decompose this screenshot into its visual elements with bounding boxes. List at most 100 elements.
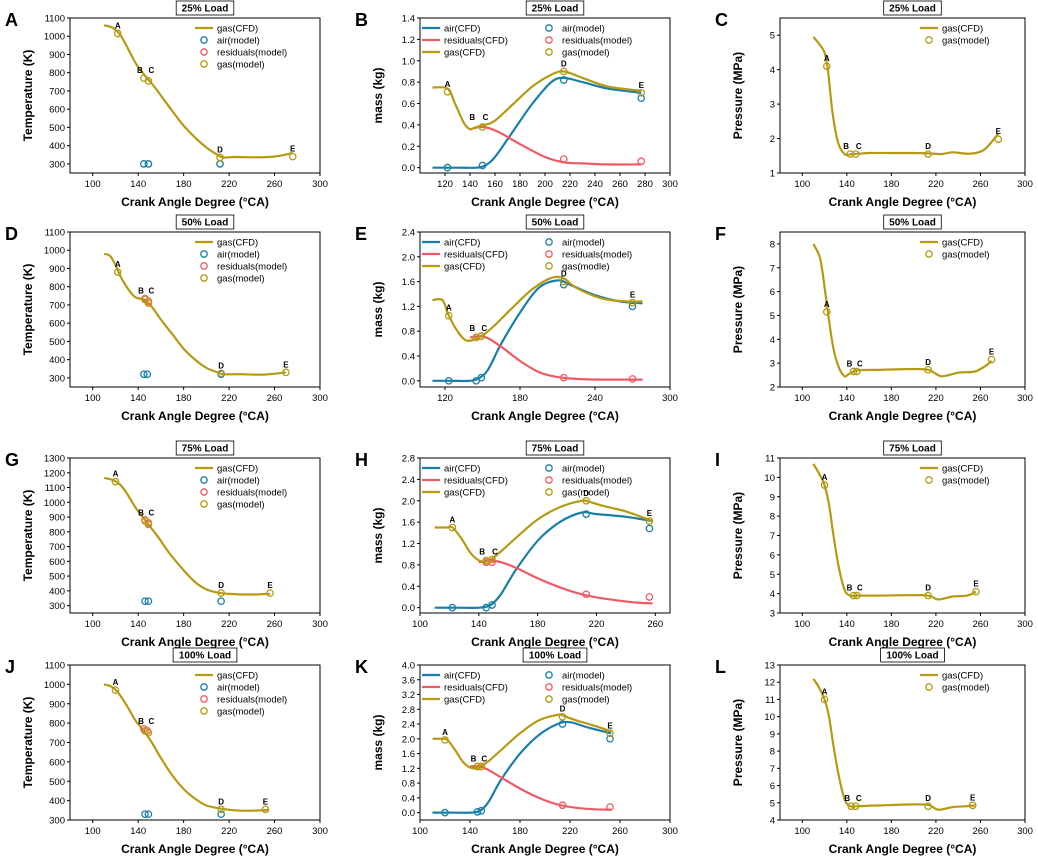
legend-marker-residuals — [200, 695, 208, 703]
marker-residuals — [628, 375, 637, 383]
marker-air — [144, 160, 153, 168]
y-tick-label: 8 — [770, 239, 775, 250]
point-label-e: E — [996, 127, 1002, 136]
panel-letter: F — [715, 224, 726, 244]
legend-marker-gas — [545, 695, 553, 703]
x-tick-label: 180 — [883, 826, 899, 837]
series-line-residuals — [469, 335, 643, 381]
marker-gas — [820, 695, 829, 704]
x-axis-label: Crank Angle Degree (°CA) — [471, 195, 619, 209]
x-tick-label: 180 — [512, 393, 528, 404]
marker-residuals — [645, 593, 654, 601]
panel-letter: A — [5, 10, 18, 30]
x-tick-label: 100 — [412, 826, 428, 837]
y-tick-label: 500 — [49, 337, 65, 348]
legend-label: gas(model) — [942, 250, 990, 261]
series-line-gas — [812, 243, 993, 378]
plot-frame — [419, 231, 671, 388]
y-tick-label: 1.4 — [402, 14, 415, 25]
point-label-b: B — [469, 113, 475, 122]
panel-i: I 75% Load 100 140 180 220 260 300 3 4 5 6 7 8 9 10 11 Cr… — [715, 440, 1033, 649]
title-box — [172, 647, 238, 663]
y-axis-label: Temperature (K) — [21, 264, 35, 356]
marker-gas — [606, 729, 614, 738]
y-tick-label: 600 — [49, 105, 65, 116]
chart-title: 50% Load — [889, 218, 936, 229]
marker-gas — [472, 333, 481, 342]
y-tick-label: 700 — [49, 542, 65, 553]
chart-title: 100% Load — [529, 651, 581, 662]
x-tick-label: 220 — [221, 393, 237, 404]
point-label-a: A — [113, 678, 119, 687]
y-tick-label: 5 — [770, 31, 775, 42]
panel-letter: G — [5, 450, 19, 470]
title-box — [175, 214, 235, 230]
x-tick-label: 260 — [973, 619, 989, 630]
x-tick-label: 300 — [1017, 179, 1033, 190]
point-label-c: C — [857, 584, 863, 593]
legend-label: residuals(model) — [217, 48, 287, 59]
x-tick-label: 100 — [85, 179, 101, 190]
point-label-d: D — [583, 489, 589, 498]
legend-label: air(model) — [562, 238, 605, 249]
chart-title: 25% Load — [532, 4, 579, 15]
x-tick-label: 180 — [512, 826, 528, 837]
legend-marker-air — [200, 250, 208, 258]
x-tick-label: 300 — [312, 619, 328, 630]
y-tick-label: 800 — [49, 282, 65, 293]
y-axis-label: Pressure (MPa) — [731, 699, 745, 786]
x-tick-label: 140 — [462, 179, 478, 190]
y-tick-label: 5 — [770, 570, 775, 581]
title-box — [175, 440, 235, 456]
marker-gas — [994, 135, 1003, 144]
x-axis-label: Crank Angle Degree (°CA) — [121, 842, 269, 856]
x-axis-label: Crank Angle Degree (°CA) — [829, 842, 977, 856]
point-label-c: C — [492, 548, 498, 557]
marker-air — [448, 603, 457, 612]
marker-gas — [968, 801, 977, 810]
x-tick-label: 140 — [130, 826, 146, 837]
series-line-air — [432, 279, 643, 383]
panel-f: F 50% Load 100 140 180 220 260 300 2 3 4 5 6 7 8 Crank … — [715, 214, 1033, 423]
y-tick-label: 4 — [770, 816, 775, 827]
y-tick-label: 400 — [49, 586, 65, 597]
marker-gas — [628, 298, 637, 307]
legend-marker-gas — [200, 707, 208, 715]
marker-gas — [288, 152, 297, 161]
y-tick-label: 600 — [49, 319, 65, 330]
panel-letter: J — [5, 657, 15, 677]
panel-k: K 100% Load 100 140 180 220 260 300 0.0 0.4 0.8 1.2… — [355, 647, 678, 856]
x-tick-label: 300 — [312, 826, 328, 837]
y-tick-label: 2.0 — [402, 734, 415, 745]
legend-label: air(model) — [217, 476, 260, 487]
marker-air — [645, 524, 654, 533]
y-tick-label: 5 — [770, 311, 775, 322]
marker-gas — [849, 591, 858, 600]
x-tick-label: 300 — [312, 179, 328, 190]
y-tick-label: 1.6 — [402, 749, 415, 760]
series-line-gas — [432, 275, 643, 342]
chart-title: 75% Load — [182, 444, 229, 455]
marker-air — [473, 808, 482, 816]
y-tick-label: 0.8 — [402, 78, 415, 89]
marker-gas — [261, 805, 270, 814]
y-tick-label: 6 — [770, 287, 775, 298]
x-tick-label: 100 — [412, 619, 428, 630]
panel-g: G 75% Load 100 140 180 220 260 300 300 400 500 600 7… — [5, 440, 328, 649]
series-line-gas — [103, 476, 271, 596]
x-tick-label: 300 — [662, 179, 678, 190]
x-tick-label: 180 — [176, 619, 192, 630]
y-tick-label: 2.8 — [402, 705, 415, 716]
point-label-c: C — [149, 717, 155, 726]
series-line-gas — [812, 678, 975, 811]
legend-label: air(model) — [562, 671, 605, 682]
series-line-gas — [103, 24, 293, 159]
legend-marker-gas — [545, 48, 553, 56]
y-tick-label: 0.4 — [402, 352, 415, 363]
x-axis-label: Crank Angle Degree (°CA) — [471, 409, 619, 423]
legend-label: air(CFD) — [444, 24, 480, 35]
legend-label: air(CFD) — [444, 671, 480, 682]
point-label-a: A — [115, 22, 121, 31]
x-tick-label: 180 — [883, 179, 899, 190]
